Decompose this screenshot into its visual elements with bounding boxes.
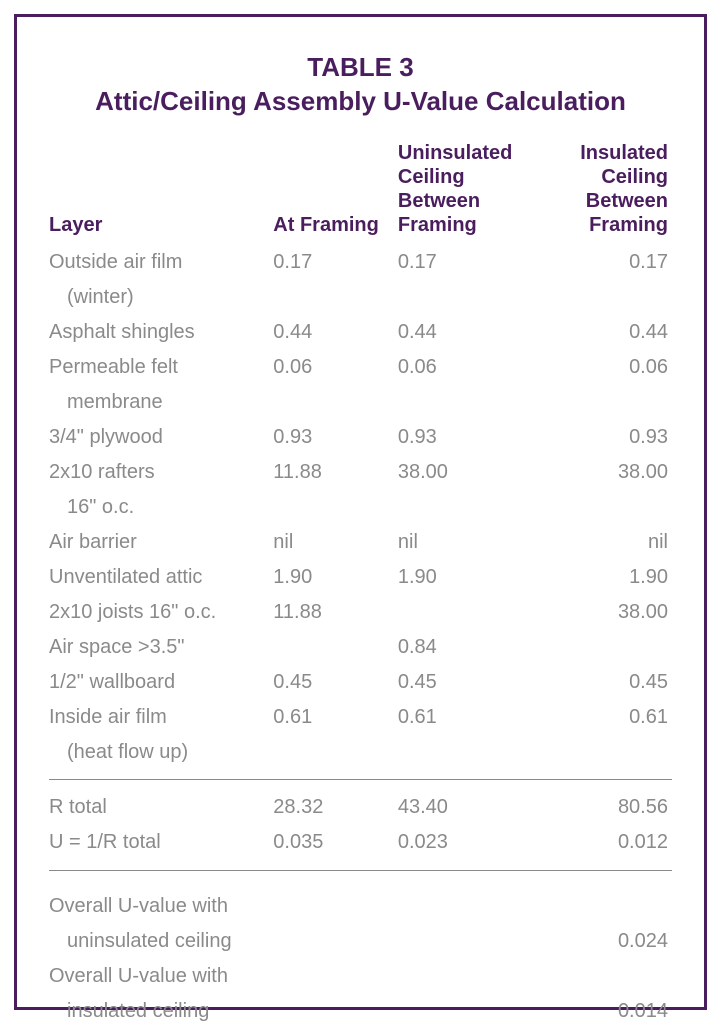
table-row: U = 1/R total0.0350.0230.012 (49, 825, 672, 860)
table-frame: TABLE 3 Attic/Ceiling Assembly U-Value C… (14, 14, 707, 1010)
row-c1: 11.88 (273, 595, 398, 630)
row-c2: 1.90 (398, 560, 535, 595)
row-c2: 38.00 (398, 455, 535, 490)
table-row: Air space >3.5" 0.84 (49, 630, 672, 665)
row-c2: 0.023 (398, 825, 535, 860)
row-c3: 0.012 (535, 825, 672, 860)
row-label: Overall U-value with (49, 959, 273, 994)
row-c2: 0.44 (398, 315, 535, 350)
row-c3 (535, 630, 672, 665)
row-c1: 28.32 (273, 790, 398, 825)
title-line-2: Attic/Ceiling Assembly U-Value Calculati… (49, 85, 672, 119)
row-label: 2x10 joists 16" o.c. (49, 595, 273, 630)
row-label: Inside air film (49, 700, 273, 735)
header-col2: Uninsulated Ceiling Between Framing (398, 141, 535, 245)
table-row: 2x10 rafters11.8838.0038.00 (49, 455, 672, 490)
row-label: U = 1/R total (49, 825, 273, 860)
table-title: TABLE 3 Attic/Ceiling Assembly U-Value C… (49, 51, 672, 119)
row-c1: nil (273, 525, 398, 560)
row-c3: 0.93 (535, 420, 672, 455)
row-c3: 1.90 (535, 560, 672, 595)
table-row: Overall U-value with (49, 889, 672, 924)
row-c3 (535, 889, 672, 924)
header-row: Layer At Framing Uninsulated Ceiling Bet… (49, 141, 672, 245)
row-c1 (273, 959, 398, 994)
row-c3: 0.45 (535, 665, 672, 700)
row-c3: 80.56 (535, 790, 672, 825)
row-c2: nil (398, 525, 535, 560)
row-label: 3/4" plywood (49, 420, 273, 455)
row-label: R total (49, 790, 273, 825)
row-c2: 0.17 (398, 245, 535, 280)
row-c3 (535, 959, 672, 994)
row-c1: 11.88 (273, 455, 398, 490)
table-row: Inside air film0.610.610.61 (49, 700, 672, 735)
row-c1: 0.61 (273, 700, 398, 735)
row-c2: 0.84 (398, 630, 535, 665)
row-sublabel: uninsulated ceiling (49, 924, 273, 959)
table-row: Permeable felt0.060.060.06 (49, 350, 672, 385)
row-c2 (398, 959, 535, 994)
table-row: R total28.3243.4080.56 (49, 790, 672, 825)
row-c1: 0.17 (273, 245, 398, 280)
row-label: Air barrier (49, 525, 273, 560)
title-line-1: TABLE 3 (49, 51, 672, 85)
table-row: 2x10 joists 16" o.c.11.88 38.00 (49, 595, 672, 630)
row-c3: 0.024 (535, 924, 672, 959)
row-label: Asphalt shingles (49, 315, 273, 350)
row-sublabel: membrane (49, 385, 273, 420)
row-c1: 0.45 (273, 665, 398, 700)
table-row-sub: insulated ceiling 0.014 (49, 994, 672, 1029)
row-sublabel: (heat flow up) (49, 735, 273, 770)
table-row: 3/4" plywood0.930.930.93 (49, 420, 672, 455)
row-c3: 0.61 (535, 700, 672, 735)
row-c3: nil (535, 525, 672, 560)
row-c2 (398, 889, 535, 924)
row-c2: 0.93 (398, 420, 535, 455)
row-c2: 0.45 (398, 665, 535, 700)
row-c1: 0.44 (273, 315, 398, 350)
row-c1: 0.93 (273, 420, 398, 455)
row-c3: 38.00 (535, 595, 672, 630)
row-label: 1/2" wallboard (49, 665, 273, 700)
row-sublabel: (winter) (49, 280, 273, 315)
row-c1 (273, 889, 398, 924)
row-c1: 0.035 (273, 825, 398, 860)
row-label: Outside air film (49, 245, 273, 280)
row-label: Permeable felt (49, 350, 273, 385)
table-row-sub: 16" o.c. (49, 490, 672, 525)
row-label: 2x10 rafters (49, 455, 273, 490)
table-row-sub: membrane (49, 385, 672, 420)
row-sublabel: 16" o.c. (49, 490, 273, 525)
row-c3: 0.44 (535, 315, 672, 350)
row-c1 (273, 630, 398, 665)
row-label: Overall U-value with (49, 889, 273, 924)
table-row-sub: (heat flow up) (49, 735, 672, 770)
row-c1: 0.06 (273, 350, 398, 385)
uvalue-table: Layer At Framing Uninsulated Ceiling Bet… (49, 141, 672, 1029)
table-row: Air barriernilnilnil (49, 525, 672, 560)
row-label: Air space >3.5" (49, 630, 273, 665)
row-c2: 43.40 (398, 790, 535, 825)
row-c1: 1.90 (273, 560, 398, 595)
header-col1: At Framing (273, 141, 398, 245)
table-row: Asphalt shingles0.440.440.44 (49, 315, 672, 350)
row-sublabel: insulated ceiling (49, 994, 273, 1029)
header-col3: Insulated Ceiling Between Framing (535, 141, 672, 245)
header-layer: Layer (49, 141, 273, 245)
table-row-sub: (winter) (49, 280, 672, 315)
table-row-sub: uninsulated ceiling 0.024 (49, 924, 672, 959)
row-c3: 38.00 (535, 455, 672, 490)
row-c2: 0.61 (398, 700, 535, 735)
row-c2 (398, 595, 535, 630)
row-c3: 0.17 (535, 245, 672, 280)
row-c3: 0.06 (535, 350, 672, 385)
row-c3: 0.014 (535, 994, 672, 1029)
table-row: Overall U-value with (49, 959, 672, 994)
row-label: Unventilated attic (49, 560, 273, 595)
table-row: Unventilated attic1.901.901.90 (49, 560, 672, 595)
table-row: Outside air film0.170.170.17 (49, 245, 672, 280)
table-row: 1/2" wallboard0.450.450.45 (49, 665, 672, 700)
row-c2: 0.06 (398, 350, 535, 385)
